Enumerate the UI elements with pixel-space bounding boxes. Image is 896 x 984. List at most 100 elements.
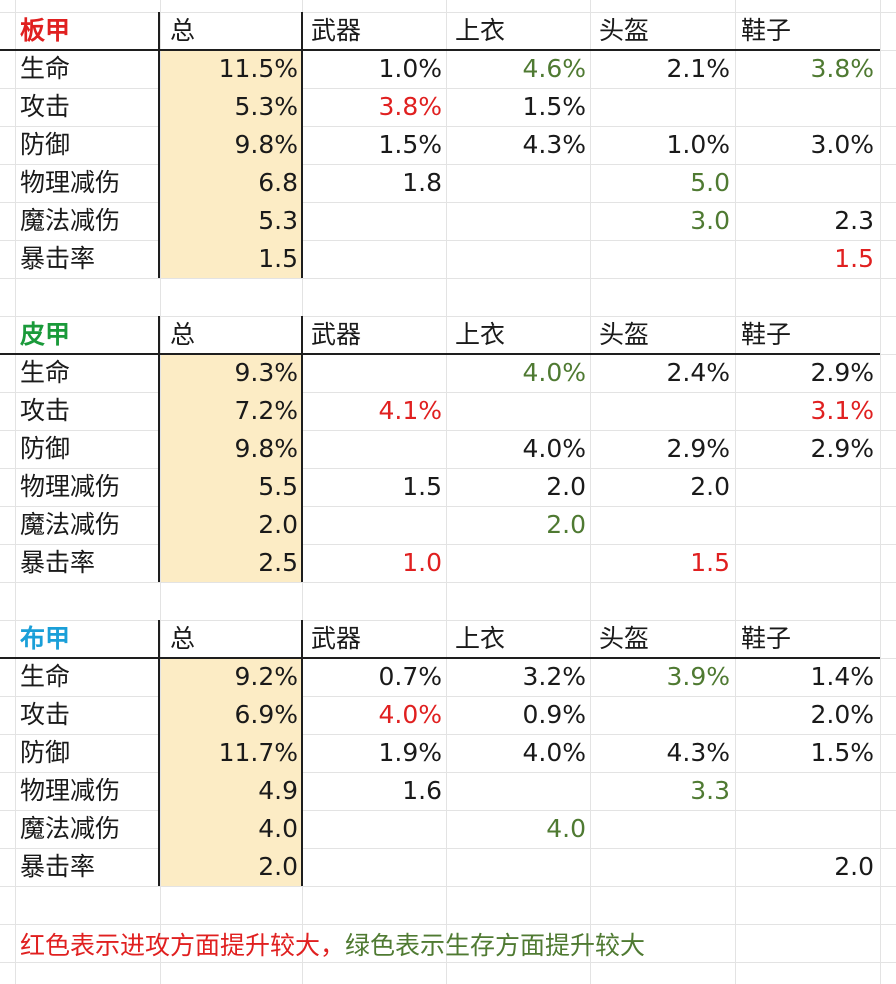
value-cell: 1.0: [402, 548, 442, 577]
column-header: 鞋子: [741, 16, 792, 45]
row-label: 攻击: [20, 92, 71, 121]
row-label: 生命: [20, 54, 71, 83]
value-cell: 2.1%: [666, 54, 730, 83]
row-label: 魔法减伤: [20, 510, 121, 539]
value-cell: 1.5: [402, 472, 442, 501]
row-label: 防御: [20, 130, 71, 159]
column-header: 鞋子: [741, 624, 792, 653]
value-cell: 1.0%: [666, 130, 730, 159]
row-label: 暴击率: [20, 852, 96, 881]
total-value: 2.0: [258, 510, 298, 539]
total-value: 9.3%: [234, 358, 298, 387]
value-cell: 4.0%: [522, 738, 586, 767]
gridline-horizontal: [0, 696, 896, 697]
gridline-horizontal: [0, 886, 896, 887]
total-value: 11.5%: [218, 54, 298, 83]
total-value: 2.0: [258, 852, 298, 881]
column-header: 武器: [311, 624, 362, 653]
value-cell: 4.6%: [522, 54, 586, 83]
section-title: 板甲: [20, 16, 71, 45]
total-value: 4.9: [258, 776, 298, 805]
total-column-highlight: [161, 50, 302, 88]
gridline-horizontal: [0, 430, 896, 431]
value-cell: 3.9%: [666, 662, 730, 691]
column-header: 上衣: [455, 16, 506, 45]
gridline-horizontal: [0, 772, 896, 773]
section-column-rule: [301, 12, 303, 278]
gridline-vertical: [735, 0, 736, 984]
total-value: 5.3%: [234, 92, 298, 121]
row-label: 生命: [20, 662, 71, 691]
gridline-horizontal: [0, 924, 896, 925]
value-cell: 3.8%: [810, 54, 874, 83]
value-cell: 2.3: [834, 206, 874, 235]
total-column-highlight: [161, 696, 302, 734]
column-header: 武器: [311, 16, 362, 45]
section-column-rule: [158, 12, 160, 278]
value-cell: 2.0%: [810, 700, 874, 729]
value-cell: 2.0: [690, 472, 730, 501]
total-value: 5.5: [258, 472, 298, 501]
value-cell: 2.9%: [810, 434, 874, 463]
value-cell: 1.5: [690, 548, 730, 577]
value-cell: 2.4%: [666, 358, 730, 387]
total-column-highlight: [161, 810, 302, 848]
total-value: 9.8%: [234, 434, 298, 463]
total-column-highlight: [161, 392, 302, 430]
column-header: 鞋子: [741, 320, 792, 349]
section-title: 皮甲: [20, 320, 71, 349]
value-cell: 5.0: [690, 168, 730, 197]
value-cell: 1.8: [402, 168, 442, 197]
gridline-vertical: [590, 0, 591, 984]
gridline-horizontal: [0, 126, 896, 127]
value-cell: 3.0%: [810, 130, 874, 159]
row-label: 魔法减伤: [20, 814, 121, 843]
section-column-rule: [301, 316, 303, 582]
row-label: 攻击: [20, 700, 71, 729]
row-label: 生命: [20, 358, 71, 387]
total-value: 1.5: [258, 244, 298, 273]
gridline-horizontal: [0, 506, 896, 507]
gridline-vertical: [446, 0, 447, 984]
gridline-horizontal: [0, 620, 896, 621]
value-cell: 3.2%: [522, 662, 586, 691]
gridline-horizontal: [0, 962, 896, 963]
total-column-highlight: [161, 240, 302, 278]
row-label: 魔法减伤: [20, 206, 121, 235]
gridline-horizontal: [0, 734, 896, 735]
gridline-horizontal: [0, 582, 896, 583]
gridline-horizontal: [0, 848, 896, 849]
total-column-highlight: [161, 734, 302, 772]
value-cell: 0.9%: [522, 700, 586, 729]
total-column-highlight: [161, 430, 302, 468]
total-column-highlight: [161, 506, 302, 544]
gridline-horizontal: [0, 278, 896, 279]
value-cell: 1.9%: [378, 738, 442, 767]
value-cell: 2.0: [834, 852, 874, 881]
total-column-highlight: [161, 126, 302, 164]
value-cell: 4.1%: [378, 396, 442, 425]
value-cell: 4.0%: [522, 358, 586, 387]
value-cell: 1.5%: [522, 92, 586, 121]
gridline-horizontal: [0, 810, 896, 811]
column-header: 头盔: [599, 16, 650, 45]
gridline-horizontal: [0, 468, 896, 469]
gridline-horizontal: [0, 88, 896, 89]
column-header: 总: [170, 16, 196, 45]
gridline-vertical: [880, 0, 881, 984]
section-header-rule: [0, 353, 880, 355]
value-cell: 3.1%: [810, 396, 874, 425]
total-column-highlight: [161, 658, 302, 696]
gridline-horizontal: [0, 12, 896, 13]
section-header-rule: [0, 49, 880, 51]
value-cell: 4.3%: [666, 738, 730, 767]
column-header: 头盔: [599, 624, 650, 653]
row-label: 攻击: [20, 396, 71, 425]
value-cell: 1.5: [834, 244, 874, 273]
total-column-highlight: [161, 354, 302, 392]
value-cell: 2.0: [546, 472, 586, 501]
gridline-horizontal: [0, 544, 896, 545]
section-column-rule: [158, 316, 160, 582]
total-column-highlight: [161, 468, 302, 506]
